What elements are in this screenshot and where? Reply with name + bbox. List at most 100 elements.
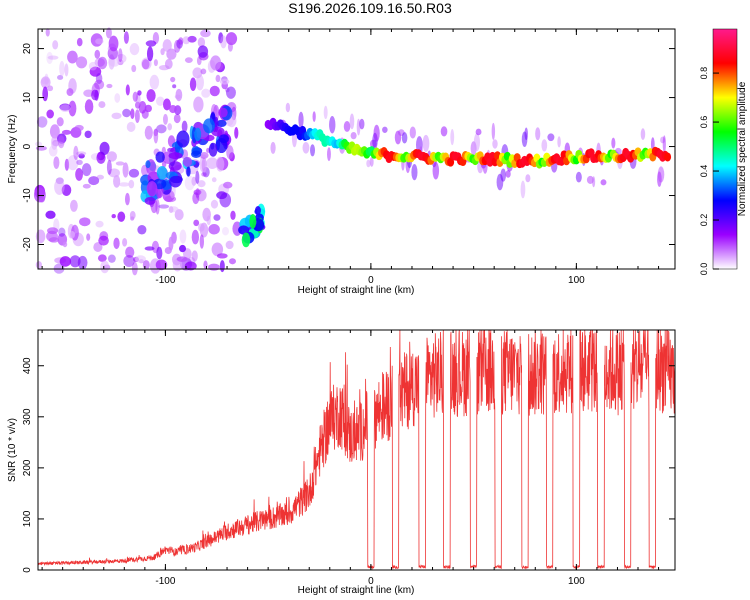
track-halo [520,180,526,199]
noise-blob [64,158,70,171]
spectrogram-frame [37,28,676,270]
noise-blob [234,127,239,139]
noise-blob [160,48,165,56]
y-tick-label: 400 [22,357,33,374]
track-halo [285,102,291,113]
noise-blob [176,256,188,262]
noise-blob [107,254,116,263]
noise-blob [95,220,104,228]
noise-blob [206,215,211,226]
track-blob [218,107,228,118]
noise-blob [156,124,167,134]
colorbar-ticks: 0.0 0.2 0.4 0.6 0.8 [699,67,719,275]
noise-blob [168,236,174,251]
noise-blob [206,157,219,169]
noise-blob [211,177,217,183]
noise-blob [48,237,60,243]
track-halo [611,137,616,149]
track-halo [298,111,304,129]
dip-blob [254,206,261,216]
noise-blob [76,159,83,166]
track-halo [401,132,408,144]
noise-blob [95,38,104,45]
track-halo [657,166,665,183]
noise-blob [40,76,51,89]
x-tick-label: 100 [568,275,585,286]
x-tick-label: 100 [568,576,585,587]
track-blob [208,142,218,157]
noise-blob [218,32,224,44]
noise-blob [129,211,136,220]
track-halo [350,131,357,140]
noise-blob [197,37,206,48]
noise-blob [125,84,130,96]
noise-blob [94,49,101,59]
noise-blob [225,32,238,46]
noise-blob [52,40,59,50]
track-blob [176,130,190,148]
track-halo [640,128,646,141]
noise-blob [49,124,60,139]
noise-blob [215,156,225,172]
colorbar-label: Normalized spectral amplitude [737,81,748,216]
noise-blob [201,88,211,98]
noise-blob [200,29,211,38]
noise-blob [69,231,75,239]
colorbar-tick-label: 0.0 [699,263,709,276]
noise-blob [182,36,191,45]
y-tick-label: 0 [22,143,33,149]
noise-blob [170,76,176,83]
noise-blob [125,246,135,258]
track-halo [535,127,541,141]
noise-blob [117,211,126,222]
noise-blob [45,28,50,37]
track-halo [329,116,336,134]
track-halo [343,120,351,132]
noise-blob [144,104,152,113]
noise-blob [67,50,78,64]
noise-blob [184,57,193,63]
noise-blob [88,61,98,71]
noise-blob [53,156,60,169]
noise-blob [62,241,68,248]
noise-blob [211,242,224,257]
colorbar-tick-label: 0.6 [699,116,709,129]
noise-blob [108,35,119,52]
noise-blob [144,125,153,140]
noise-blob [56,117,64,127]
noise-blob [111,112,122,120]
noise-blob [84,99,94,114]
colorbar-gradient [712,28,738,270]
noise-blob [175,88,183,102]
noise-blob [179,244,187,253]
noise-blob [216,253,228,259]
noise-blob [230,210,236,220]
track-core [664,152,672,162]
noise-blob [84,130,92,139]
noise-blob [137,90,142,96]
track-blob [182,156,192,167]
snr-series-line [37,329,676,570]
track-blob [146,181,158,197]
noise-blob [138,100,147,114]
track-blob [168,161,182,171]
colorbar: 0.0 0.2 0.4 0.6 0.8 Normalized spectral ampl… [699,28,748,275]
noise-blob [38,194,46,203]
noise-blob [54,179,65,195]
track-blob [145,160,151,169]
track-halo [505,170,511,178]
track-halo [491,122,496,140]
track-halo [432,162,440,180]
noise-blob [201,172,207,177]
track-blob [203,118,215,134]
noise-blob [226,145,234,160]
noise-blob [197,45,209,58]
noise-blob [178,37,184,45]
noise-blob [46,51,53,65]
noise-blob [114,93,121,103]
track-blob [144,196,156,205]
noise-blob [200,68,207,75]
track-blob [156,166,168,180]
track-blob [155,151,165,163]
noise-blob [73,145,79,160]
